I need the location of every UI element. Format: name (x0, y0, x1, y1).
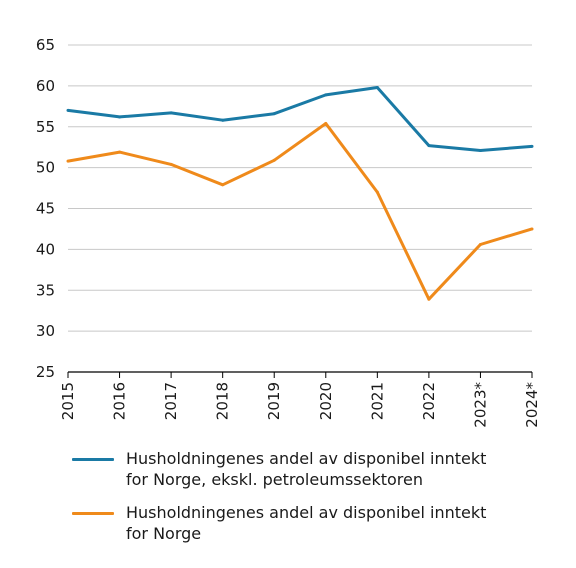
legend-label: Husholdningenes andel av disponibel innt… (126, 503, 487, 543)
data-point (427, 297, 431, 301)
data-point (169, 111, 173, 115)
data-point (118, 150, 122, 154)
y-tick-label: 65 (36, 36, 55, 54)
x-tick-label: 2017 (162, 382, 180, 420)
series-lines (66, 86, 534, 301)
series-line-0 (67, 86, 533, 152)
data-point (221, 183, 225, 187)
x-tick-label: 2016 (111, 382, 129, 420)
x-tick-label: 2020 (317, 382, 335, 420)
x-tick-label: 2022 (420, 382, 438, 420)
data-point (118, 115, 122, 119)
data-point (478, 242, 482, 246)
series-line-1 (67, 122, 533, 301)
x-axis-ticks: 2015 2016 2017 2018 2019 2020 2021 2022 2023* 202… (59, 372, 541, 428)
grid-lines (68, 44, 532, 373)
data-point (66, 108, 70, 112)
y-tick-label: 60 (36, 77, 55, 95)
data-point (375, 86, 379, 90)
data-point (272, 112, 276, 116)
legend-item-norway: Husholdningenes andel av disponibel innt… (72, 502, 552, 544)
y-tick-label: 25 (36, 363, 55, 381)
data-point (478, 148, 482, 152)
data-point (221, 118, 225, 122)
x-tick-label: 2023* (471, 382, 489, 428)
y-tick-label: 30 (36, 322, 55, 340)
data-point (375, 190, 379, 194)
data-point (530, 144, 534, 148)
y-tick-label: 55 (36, 118, 55, 136)
x-tick-label: 2021 (368, 382, 386, 420)
legend: Husholdningenes andel av disponibel innt… (72, 448, 552, 556)
data-point (66, 159, 70, 163)
y-tick-label: 50 (36, 159, 55, 177)
y-tick-label: 40 (36, 240, 55, 258)
data-point (169, 162, 173, 166)
x-tick-label: 2015 (59, 382, 77, 420)
y-axis-ticks: 25 30 35 40 45 50 55 60 65 (36, 36, 55, 381)
data-point (427, 144, 431, 148)
x-tick-label: 2019 (265, 382, 283, 420)
legend-swatch-orange (72, 512, 114, 515)
y-tick-label: 35 (36, 281, 55, 299)
x-tick-label: 2024* (523, 382, 541, 428)
data-point (272, 158, 276, 162)
legend-label: Husholdningenes andel av disponibel innt… (126, 449, 487, 489)
x-tick-label: 2018 (214, 382, 232, 420)
data-point (324, 121, 328, 125)
data-point (530, 227, 534, 231)
legend-item-excl-petroleum: Husholdningenes andel av disponibel innt… (72, 448, 552, 490)
legend-swatch-blue (72, 458, 114, 461)
y-tick-label: 45 (36, 200, 55, 218)
data-point (324, 93, 328, 97)
